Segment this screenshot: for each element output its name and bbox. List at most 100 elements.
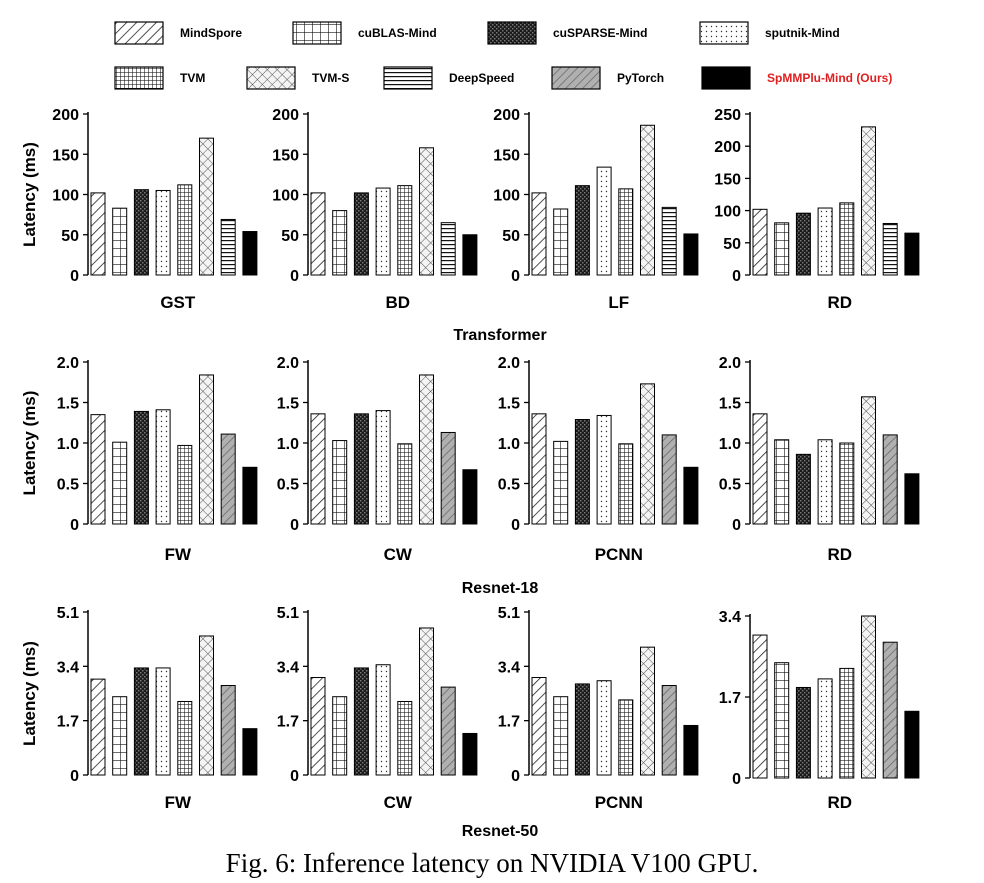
bar-tvm-s: [640, 646, 655, 776]
y-tick-label: 0: [732, 517, 741, 534]
y-tick-label: 5.1: [277, 605, 299, 622]
legend-item-cusparse-mind: cuSPARSE-Mind: [487, 21, 647, 45]
bar-spmmplu-mind-ours: [904, 232, 920, 276]
bar-cublas-mind: [774, 222, 790, 276]
y-tick-label: 1.5: [719, 396, 741, 413]
chart-resnet-18-rd: 0 0.5 1.0 1.5 2.0 RD: [719, 355, 920, 564]
bar-tvm-s: [640, 383, 655, 525]
bar-pytorch: [440, 686, 456, 776]
charts-area: 0 50 100 150 200 GST Latency (ms) 0 50 100 150 200 B…: [20, 107, 920, 812]
legend-label: MindSpore: [180, 26, 242, 40]
bar-tvm: [177, 444, 193, 525]
bar-tvm-s: [419, 374, 434, 525]
bar-spmmplu-mind-ours: [242, 466, 258, 525]
y-tick-label: 150: [272, 147, 299, 164]
legend-label: TVM-S: [312, 71, 349, 85]
y-tick-label: 0: [511, 517, 520, 534]
bar-cusparse-mind: [574, 419, 590, 525]
y-tick-label: 150: [714, 171, 741, 188]
y-tick-label: 2.0: [719, 355, 741, 372]
bar-cublas-mind: [332, 696, 348, 776]
bar-tvm-s: [199, 137, 214, 276]
bar-deepspeed: [220, 218, 236, 276]
y-tick-label: 200: [272, 107, 299, 124]
bar-sputnik-mind: [375, 187, 391, 276]
category-label: FW: [165, 793, 192, 812]
bar-mindspore: [531, 677, 547, 776]
bar-pytorch: [882, 434, 898, 525]
bar-tvm-s: [861, 615, 876, 779]
bar-cusparse-mind: [353, 667, 369, 776]
legend-item-mindspore: MindSpore: [114, 21, 242, 45]
y-tick-label: 50: [281, 228, 299, 245]
bar-sputnik-mind: [817, 207, 833, 276]
bar-cublas-mind: [112, 207, 128, 276]
bar-tvm: [397, 700, 413, 776]
y-tick-label: 1.0: [277, 436, 299, 453]
legend-swatch: [114, 66, 164, 90]
bar-tvm-s: [419, 627, 434, 776]
bar-pytorch: [220, 433, 236, 525]
y-tick-label: 100: [52, 188, 79, 205]
bar-tvm: [397, 185, 413, 276]
bar-spmmplu-mind-ours: [683, 466, 699, 525]
y-tick-label: 50: [723, 236, 741, 253]
bar-cusparse-mind: [133, 410, 149, 525]
legend-swatch: [487, 21, 537, 45]
y-tick-label: 200: [493, 107, 520, 124]
bar-mindspore: [90, 192, 106, 276]
chart-resnet-50-fw: 0 1.7 3.4 5.1 FW Latency (ms): [20, 605, 258, 812]
bar-cusparse-mind: [133, 189, 149, 276]
bar-tvm: [839, 667, 855, 779]
category-label: BD: [386, 293, 411, 312]
group-title-resnet-18: Resnet-18: [462, 580, 539, 597]
bar-cusparse-mind: [353, 413, 369, 525]
y-tick-label: 0: [70, 517, 79, 534]
category-label: GST: [160, 293, 196, 312]
category-label: PCNN: [595, 545, 643, 564]
y-tick-label: 150: [52, 147, 79, 164]
bar-mindspore: [531, 192, 547, 276]
bar-sputnik-mind: [375, 410, 391, 525]
bar-sputnik-mind: [596, 414, 612, 525]
legend-swatch: [114, 21, 164, 45]
bar-mindspore: [310, 192, 326, 276]
y-tick-label: 250: [714, 107, 741, 124]
y-tick-label: 1.7: [498, 714, 520, 731]
figure-caption: Fig. 6: Inference latency on NVIDIA V100…: [226, 848, 759, 878]
bar-sputnik-mind: [155, 189, 171, 276]
bar-cusparse-mind: [574, 185, 590, 276]
bar-cublas-mind: [774, 439, 790, 525]
bar-tvm: [618, 188, 634, 276]
bar-cublas-mind: [774, 662, 790, 779]
legend-label: sputnik-Mind: [765, 26, 840, 40]
chart-transformer-bd: 0 50 100 150 200 BD: [272, 107, 478, 312]
bar-cublas-mind: [332, 210, 348, 276]
bar-mindspore: [310, 413, 326, 525]
bar-cublas-mind: [553, 208, 569, 276]
bar-sputnik-mind: [596, 680, 612, 776]
y-tick-label: 1.5: [498, 396, 520, 413]
bar-cusparse-mind: [133, 667, 149, 776]
y-tick-label: 5.1: [57, 605, 79, 622]
chart-resnet-18-cw: 0 0.5 1.0 1.5 2.0 CW: [277, 355, 478, 564]
y-tick-label: 1.0: [719, 436, 741, 453]
bar-mindspore: [752, 413, 768, 525]
y-tick-label: 2.0: [277, 355, 299, 372]
y-axis-title: Latency (ms): [20, 641, 39, 746]
y-tick-label: 50: [502, 228, 520, 245]
bar-pytorch: [661, 434, 677, 525]
bar-deepspeed: [882, 222, 898, 276]
bar-tvm-s: [199, 374, 214, 525]
bar-spmmplu-mind-ours: [242, 231, 258, 276]
bar-spmmplu-mind-ours: [904, 473, 920, 525]
legend-item-cublas-mind: cuBLAS-Mind: [292, 21, 437, 45]
bar-cublas-mind: [112, 696, 128, 776]
bar-sputnik-mind: [155, 667, 171, 776]
bar-cusparse-mind: [795, 453, 811, 525]
y-tick-label: 1.0: [57, 436, 79, 453]
group-title-resnet-50: Resnet-50: [462, 823, 539, 840]
bar-deepspeed: [440, 222, 456, 276]
bar-mindspore: [90, 414, 106, 525]
legend-swatch: [551, 66, 601, 90]
